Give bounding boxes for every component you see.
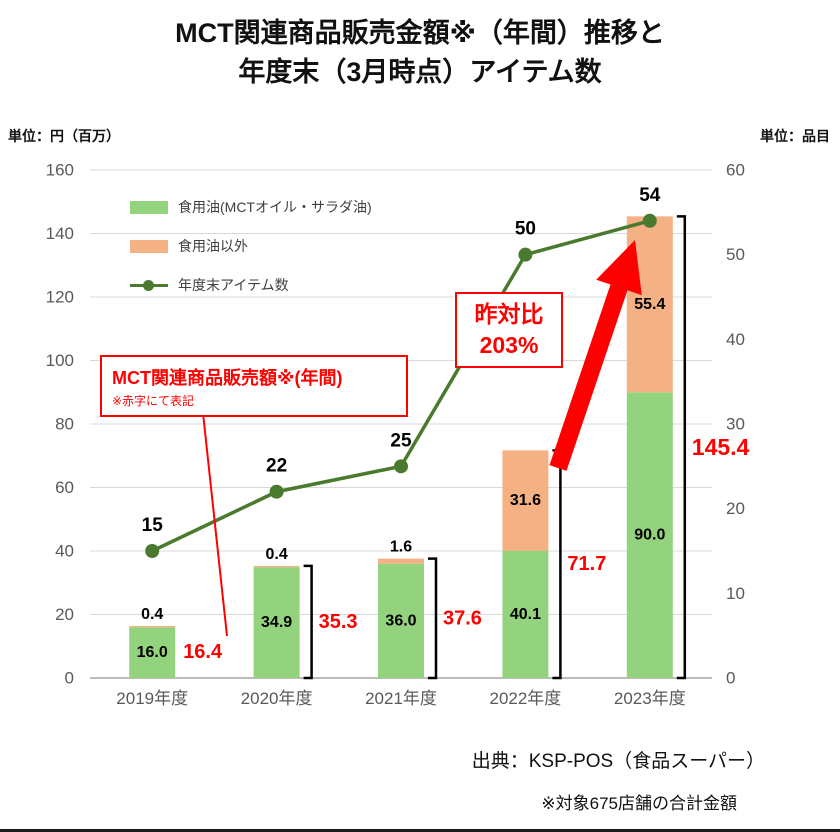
right-axis-tick-label: 0 [726,669,735,688]
sales-annotation-pointer [202,412,228,637]
category-label: 2020年度 [241,689,313,708]
total-sales-label: 145.4 [692,434,750,460]
left-axis-tick-label: 80 [55,415,74,434]
item-count-marker [394,459,408,474]
bar-value-orange: 31.6 [510,492,541,509]
bar-segment-non-edible-oil [253,565,300,568]
left-axis-tick-label: 60 [55,478,74,497]
category-label: 2019年度 [116,689,188,708]
bar-segment-non-edible-oil [378,558,424,564]
green-bar-swatch [130,200,168,214]
left-axis-tick-label: 140 [46,224,74,243]
sales-annotation-subtitle: ※赤字にて表記 [112,394,195,408]
growth-arrow [549,240,642,471]
yoy-annotation-line-2: 203% [479,332,539,359]
right-axis-tick-label: 60 [726,161,745,180]
bar-segment-edible-oil [129,627,176,678]
bar-segment-edible-oil [502,550,549,678]
item-count-marker [269,484,284,499]
bar-value-green: 40.1 [510,606,541,623]
orange-bar-swatch [130,239,168,253]
left-axis-tick-label: 20 [55,605,74,624]
yoy-annotation-line-1: 昨対比 [474,301,544,327]
item-count-marker [642,213,657,228]
bar-segment-edible-oil [626,392,673,678]
bar-value-orange: 1.6 [390,539,412,556]
legend-item-edible-oil: 食用油(MCTオイル・サラダ油) [130,194,372,220]
bar-segment-non-edible-oil [502,450,549,551]
item-count-label: 22 [266,456,287,477]
total-bracket [552,449,562,680]
page-title: MCT関連商品販売金額※（年間）推移と 年度末（3月時点）アイテム数 [0,14,840,92]
right-axis-tick-label: 30 [726,415,745,434]
total-sales-label: 16.4 [183,641,223,663]
category-label: 2021年度 [365,689,437,708]
total-bracket [428,557,438,680]
right-axis-tick-label: 20 [726,499,745,518]
left-axis-tick-label: 100 [46,351,74,370]
bar-value-orange: 0.4 [265,546,287,563]
title-line-2: 年度末（3月時点）アイテム数 [238,57,602,88]
right-axis-tick-label: 10 [726,584,745,603]
left-axis-tick-label: 120 [46,288,74,307]
left-axis-tick-label: 0 [65,669,74,688]
total-sales-label: 37.6 [443,607,482,629]
bar-value-green: 34.9 [261,614,292,631]
source-note: 出典：KSP-POS（食品スーパー） [471,751,765,772]
item-count-marker [518,247,533,262]
left-axis-tick-label: 40 [55,542,74,561]
bar-value-green: 90.0 [634,527,665,544]
legend-item-non-edible-oil: 食用油以外 [130,233,372,259]
scope-note: ※対象675店舗の合計金額 [541,794,737,813]
bottom-divider [0,829,840,832]
bar-segment-edible-oil [378,563,424,678]
bar-value-green: 16.0 [137,644,168,661]
item-count-label: 54 [639,185,661,206]
sales-annotation-box: MCT関連商品販売額※(年間) ※赤字にて表記 [100,355,408,417]
legend: 食用油(MCTオイル・サラダ油) 食用油以外 年度末アイテム数 [130,194,372,311]
legend-label-item-count: 年度末アイテム数 [178,277,289,293]
left-axis-tick-label: 160 [46,161,74,180]
category-label: 2023年度 [614,689,686,708]
legend-item-item-count: 年度末アイテム数 [130,272,372,298]
total-sales-label: 71.7 [567,553,606,575]
right-axis-tick-label: 50 [726,245,745,264]
total-sales-label: 35.3 [319,611,358,633]
item-count-marker [145,544,160,558]
item-count-label: 15 [142,515,164,536]
sales-annotation-title: MCT関連商品販売額※(年間) [112,368,343,388]
left-axis-unit-label: 単位：円（百万） [8,128,120,144]
bar-value-green: 36.0 [385,612,416,629]
line-marker-swatch [130,279,168,292]
bar-value-orange: 0.4 [141,606,163,623]
legend-label-edible-oil: 食用油(MCTオイル・サラダ油) [178,199,372,215]
yoy-annotation-box: 昨対比 203% [455,292,563,369]
legend-label-non-edible-oil: 食用油以外 [178,238,248,254]
category-label: 2022年度 [489,689,561,708]
bar-segment-edible-oil [253,567,300,678]
item-count-label: 50 [515,219,536,240]
right-axis-tick-label: 40 [726,330,745,349]
bar-segment-non-edible-oil [129,625,176,628]
total-bracket [676,215,687,680]
total-bracket [303,564,313,680]
title-line-1: MCT関連商品販売金額※（年間）推移と [175,18,665,48]
right-axis-unit-label: 単位：品目 [760,128,830,144]
bar-value-orange: 55.4 [634,296,665,313]
item-count-label: 25 [390,430,412,451]
